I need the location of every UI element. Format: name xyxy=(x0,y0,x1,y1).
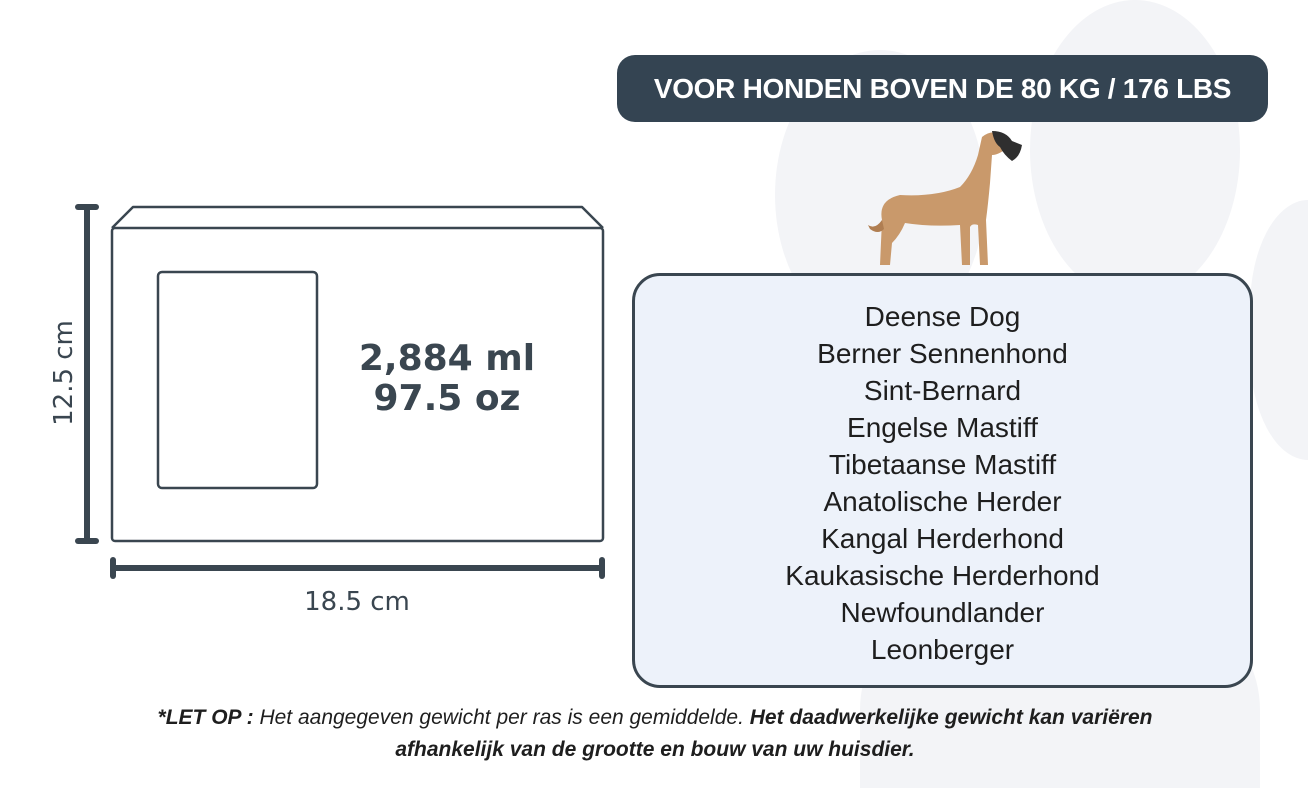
paw-print-background xyxy=(1250,200,1308,460)
volume-oz: 97.5 oz xyxy=(373,378,520,419)
breed-item: Newfoundlander xyxy=(840,597,1045,628)
breed-item: Sint-Bernard xyxy=(863,375,1022,406)
breed-item: Kangal Herderhond xyxy=(821,523,1064,554)
footnote-emphasis: Het daadwerkelijke gewicht kan variëren … xyxy=(395,706,1153,761)
width-dimension-bar xyxy=(110,557,605,579)
breed-item: Deense Dog xyxy=(864,301,1021,332)
breed-item: Berner Sennenhond xyxy=(817,338,1068,369)
volume-ml: 2,884 ml xyxy=(359,338,535,379)
breed-item: Anatolische Herder xyxy=(823,486,1062,517)
breed-item: Tibetaanse Mastiff xyxy=(828,449,1057,480)
breed-item: Leonberger xyxy=(870,634,1015,665)
breed-list-box: Deense Dog Berner Sennenhond Sint-Bernar… xyxy=(632,273,1253,688)
footnote-text: Het aangegeven gewicht per ras is een ge… xyxy=(253,706,750,729)
bowl-window xyxy=(156,270,319,490)
bowl-outline xyxy=(110,205,605,543)
dog-illustration-icon xyxy=(868,131,1022,265)
footnote-label: *LET OP : xyxy=(157,706,254,729)
breed-item: Engelse Mastiff xyxy=(847,412,1038,443)
breed-item: Kaukasische Herderhond xyxy=(785,560,1100,591)
width-label: 18.5 cm xyxy=(304,587,410,617)
footnote: *LET OP : Het aangegeven gewicht per ras… xyxy=(150,702,1160,766)
paw-print-background xyxy=(1030,0,1240,300)
height-dimension-bar xyxy=(75,204,99,544)
bowl-dimension-diagram: 2,884 ml 97.5 oz 18.5 cm 12.5 cm xyxy=(49,204,605,617)
height-label: 12.5 cm xyxy=(49,320,79,426)
weight-class-banner: VOOR HONDEN BOVEN DE 80 KG / 176 LBS xyxy=(617,55,1268,122)
